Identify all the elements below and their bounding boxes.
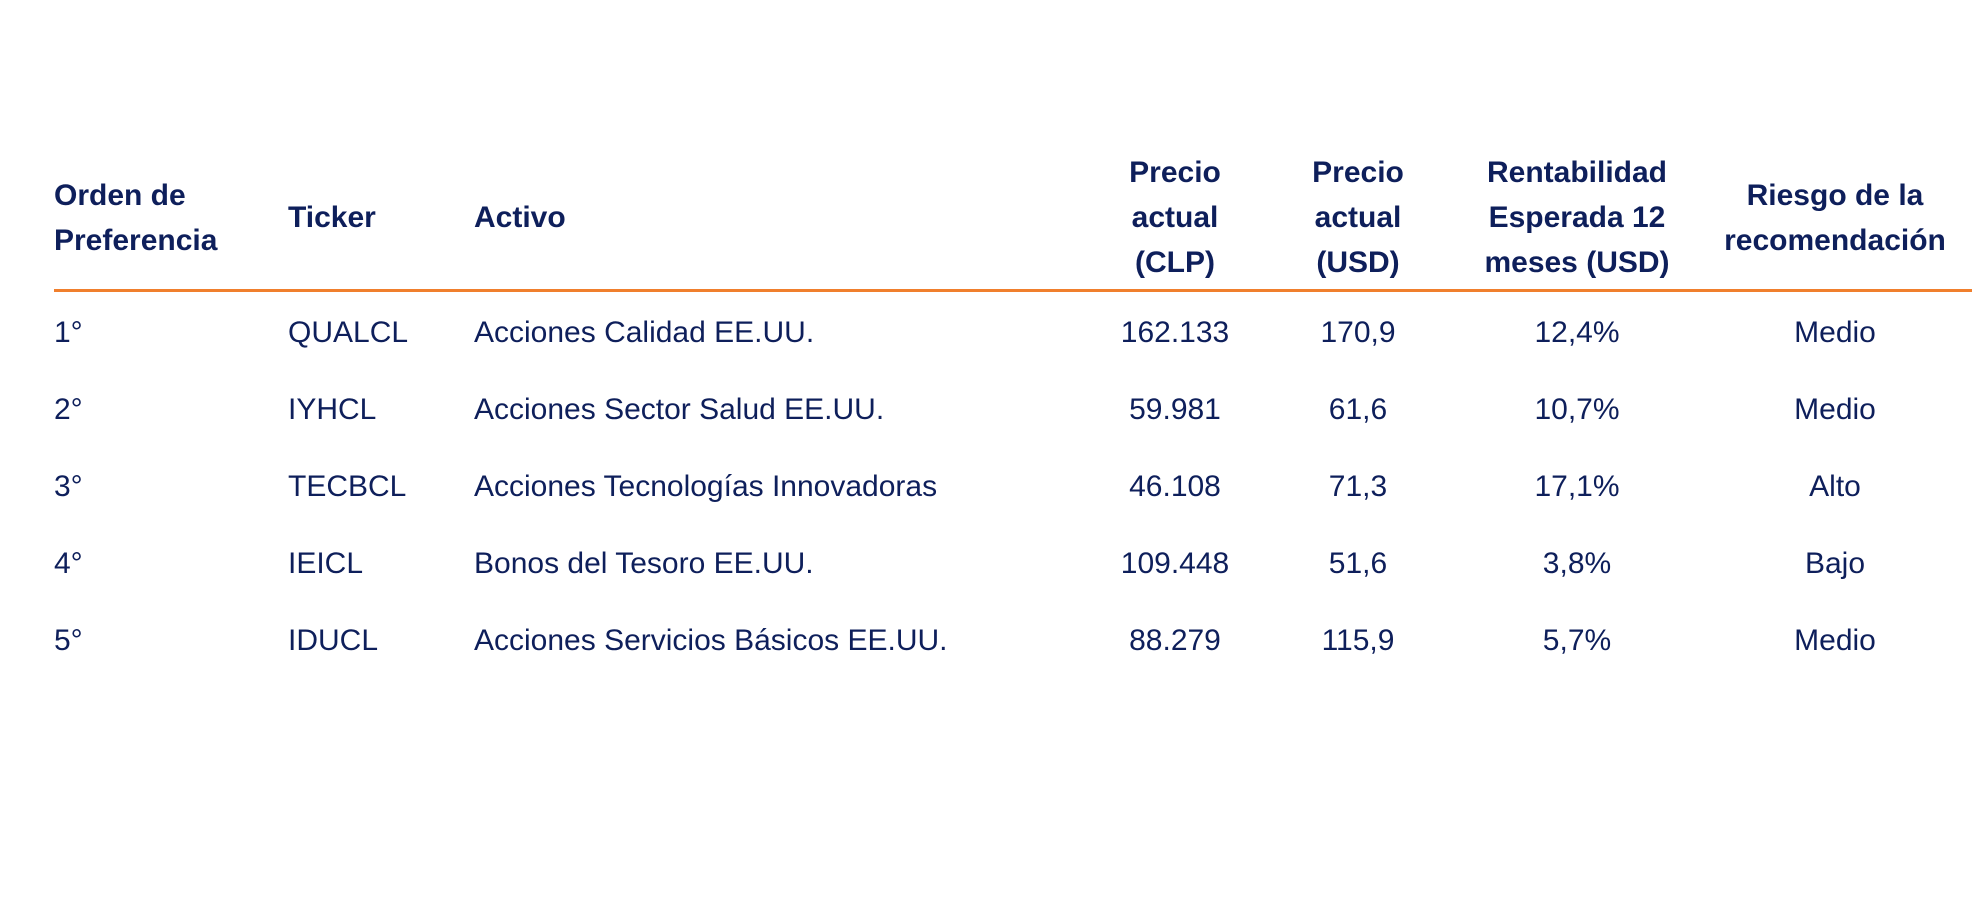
table-row: 2° IYHCL Acciones Sector Salud EE.UU. 59…	[54, 371, 1972, 448]
cell-order: 2°	[54, 392, 83, 426]
table-row: 1° QUALCL Acciones Calidad EE.UU. 162.13…	[54, 291, 1972, 372]
cell-asset: Acciones Servicios Básicos EE.UU.	[474, 623, 948, 657]
cell-price-usd: 115,9	[1321, 623, 1395, 657]
cell-price-clp: 59.981	[1129, 392, 1221, 426]
header-price-clp: Precio actual (CLP)	[1090, 146, 1260, 292]
table-row: 4° IEICL Bonos del Tesoro EE.UU. 109.448…	[54, 525, 1972, 602]
cell-asset: Bonos del Tesoro EE.UU.	[474, 546, 814, 580]
cell-order: 4°	[54, 546, 83, 580]
cell-asset: Acciones Calidad EE.UU.	[474, 315, 815, 349]
header-asset: Activo	[474, 146, 1090, 292]
cell-expected-return: 3,8%	[1542, 546, 1612, 580]
cell-price-clp: 88.279	[1129, 623, 1221, 657]
cell-expected-return: 10,7%	[1534, 392, 1620, 426]
cell-price-usd: 61,6	[1328, 392, 1388, 426]
table-header: Orden de Preferencia Ticker Activo Preci…	[54, 146, 1972, 292]
cell-order: 3°	[54, 469, 83, 503]
cell-ticker: QUALCL	[288, 315, 409, 349]
cell-expected-return: 5,7%	[1542, 623, 1612, 657]
cell-risk: Medio	[1794, 392, 1876, 426]
recommendations-table: Orden de Preferencia Ticker Activo Preci…	[54, 146, 1972, 679]
cell-price-clp: 162.133	[1120, 315, 1230, 349]
table-row: 3° TECBCL Acciones Tecnologías Innovador…	[54, 448, 1972, 525]
cell-risk: Bajo	[1804, 546, 1866, 580]
cell-asset: Acciones Tecnologías Innovadoras	[474, 469, 938, 503]
cell-order: 5°	[54, 623, 83, 657]
cell-ticker: TECBCL	[288, 469, 407, 503]
cell-price-usd: 71,3	[1328, 469, 1388, 503]
table-row: 5° IDUCL Acciones Servicios Básicos EE.U…	[54, 602, 1972, 679]
cell-ticker: IDUCL	[288, 623, 379, 657]
cell-risk: Medio	[1794, 623, 1876, 657]
header-risk: Riesgo de la recomendación	[1698, 146, 1972, 292]
cell-risk: Alto	[1809, 469, 1861, 503]
cell-asset: Acciones Sector Salud EE.UU.	[474, 392, 885, 426]
recommendations-table-container: Orden de Preferencia Ticker Activo Preci…	[54, 146, 1972, 679]
cell-risk: Medio	[1794, 315, 1876, 349]
cell-ticker: IEICL	[288, 546, 364, 580]
cell-price-clp: 46.108	[1129, 469, 1221, 503]
cell-price-clp: 109.448	[1120, 546, 1230, 580]
cell-expected-return: 17,1%	[1534, 469, 1620, 503]
header-expected-return: Rentabilidad Esperada 12 meses (USD)	[1456, 146, 1698, 292]
cell-expected-return: 12,4%	[1534, 315, 1620, 349]
header-order: Orden de Preferencia	[54, 146, 288, 292]
cell-ticker: IYHCL	[288, 392, 377, 426]
header-row: Orden de Preferencia Ticker Activo Preci…	[54, 146, 1972, 292]
table-body: 1° QUALCL Acciones Calidad EE.UU. 162.13…	[54, 291, 1972, 680]
header-ticker: Ticker	[288, 146, 474, 292]
header-price-usd: Precio actual (USD)	[1260, 146, 1456, 292]
cell-price-usd: 51,6	[1328, 546, 1388, 580]
cell-price-usd: 170,9	[1320, 315, 1396, 349]
cell-order: 1°	[54, 315, 83, 349]
